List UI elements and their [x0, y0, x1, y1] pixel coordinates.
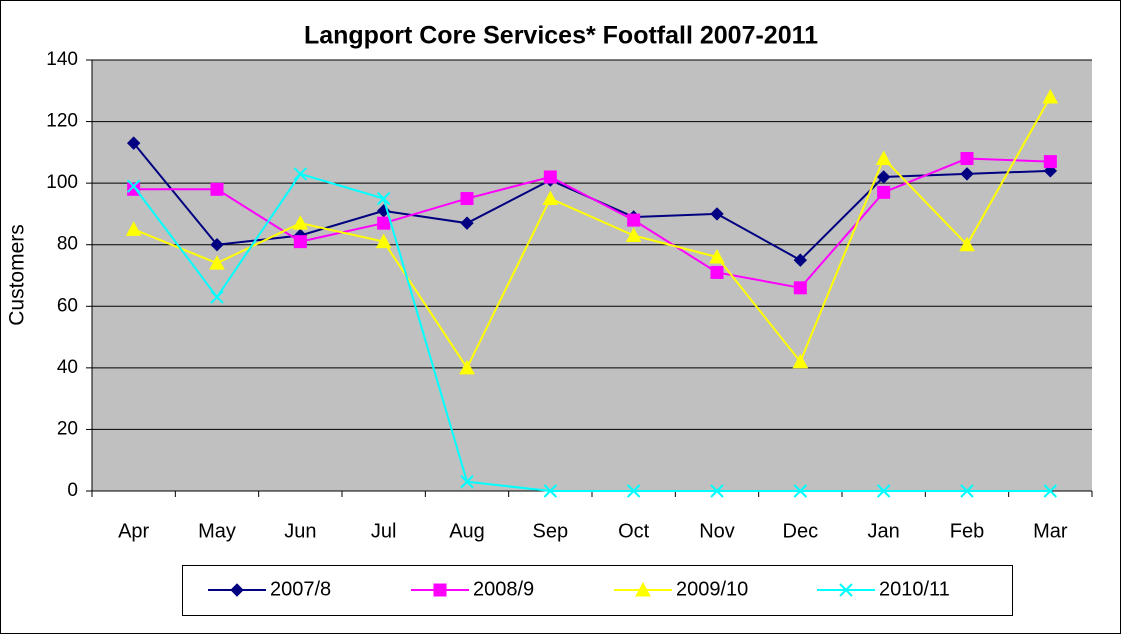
marker — [542, 190, 559, 206]
x-tick-label: Apr — [118, 520, 149, 542]
y-tick-label: 120 — [46, 111, 78, 132]
x-tick-label: Feb — [950, 520, 984, 542]
series-line — [132, 172, 1051, 492]
y-tick-label: 0 — [67, 480, 78, 501]
y-tick-label: 140 — [46, 49, 78, 70]
x-tick-label: Sep — [533, 520, 569, 542]
marker — [209, 255, 225, 270]
marker — [230, 583, 244, 597]
marker — [959, 236, 975, 252]
marker — [635, 581, 651, 597]
y-tick-label: 100 — [46, 172, 78, 193]
marker — [460, 192, 474, 206]
marker — [292, 215, 309, 230]
marker — [376, 191, 391, 206]
marker — [543, 484, 558, 498]
marker — [126, 136, 141, 150]
y-axis-label: Customers — [6, 224, 29, 326]
legend-label: 2010/11 — [879, 578, 950, 600]
x-tick-label: Jun — [284, 520, 316, 542]
marker — [627, 213, 641, 227]
x-tick-label: Oct — [618, 520, 650, 542]
legend-label: 2009/10 — [676, 578, 748, 600]
y-tick-label: 20 — [57, 418, 78, 439]
marker — [459, 359, 475, 375]
legend-label: 2007/8 — [270, 578, 331, 600]
marker — [293, 235, 307, 249]
marker — [960, 167, 974, 181]
marker — [126, 179, 141, 193]
marker — [960, 484, 974, 498]
marker — [710, 265, 724, 279]
marker — [1043, 155, 1057, 169]
marker — [793, 281, 807, 295]
marker — [876, 484, 891, 498]
marker — [960, 152, 974, 166]
marker — [210, 182, 224, 196]
x-tick-label: May — [198, 520, 236, 542]
marker — [1043, 484, 1058, 498]
marker — [210, 238, 224, 252]
chart-title: Langport Core Services* Footfall 2007-20… — [304, 22, 818, 50]
marker — [710, 484, 724, 498]
marker — [793, 484, 808, 498]
x-tick-label: Jul — [371, 520, 397, 542]
marker — [375, 233, 392, 249]
marker — [710, 207, 724, 221]
marker — [460, 475, 474, 489]
marker — [709, 248, 725, 264]
marker — [626, 484, 641, 498]
y-tick-label: 80 — [57, 234, 78, 255]
marker — [1042, 88, 1059, 104]
marker — [460, 216, 474, 230]
x-tick-label: Dec — [783, 520, 819, 542]
series-line — [133, 96, 1052, 370]
marker — [875, 150, 892, 166]
marker — [625, 227, 642, 242]
marker — [793, 253, 808, 267]
y-tick-label: 60 — [57, 295, 78, 316]
marker — [543, 170, 557, 184]
plot-area — [92, 60, 1092, 491]
marker — [792, 353, 809, 369]
marker — [433, 583, 447, 597]
x-tick-label: Jan — [868, 520, 900, 542]
marker — [210, 290, 224, 304]
series-line — [133, 157, 1051, 289]
x-tick-label: Mar — [1033, 520, 1068, 542]
y-tick-label: 40 — [57, 357, 78, 378]
marker — [876, 170, 891, 184]
x-tick-label: Aug — [449, 520, 485, 542]
legend-label: 2008/9 — [473, 578, 534, 600]
marker — [377, 216, 391, 230]
x-tick-label: Nov — [699, 520, 735, 542]
marker — [127, 182, 141, 196]
marker — [293, 167, 308, 181]
marker — [877, 185, 891, 199]
marker — [125, 221, 142, 236]
marker — [839, 583, 853, 597]
